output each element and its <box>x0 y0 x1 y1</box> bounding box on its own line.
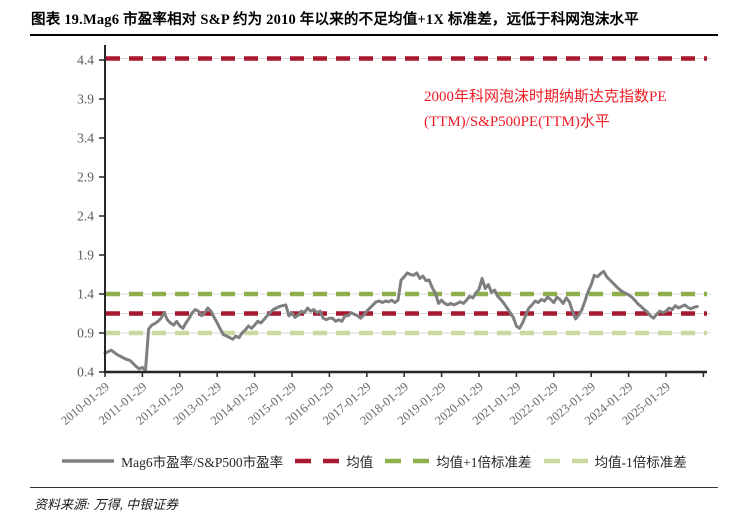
dotcom-annotation-line-2: (TTM)/S&P500PE(TTM)水平 <box>424 113 610 130</box>
legend-item-mean: 均值 <box>294 451 373 471</box>
line-chart: 0.40.91.41.92.42.93.43.94.42010-01-29201… <box>58 45 711 428</box>
y-tick-label: 2.4 <box>77 209 94 224</box>
legend-series-swatch <box>62 459 115 463</box>
source-note: 资料来源: 万得, 中银证券 <box>34 497 179 512</box>
dotcom-annotation-line-1: 2000年科网泡沫时期纳斯达克指数PE <box>424 88 667 105</box>
y-tick-label: 4.4 <box>77 53 94 68</box>
legend-minus1sd-label: 均值-1倍标准差 <box>594 455 687 470</box>
y-tick-label: 3.4 <box>77 131 94 146</box>
legend-item-mean-plus-1sd: 均值+1倍标准差 <box>384 451 532 471</box>
legend-series-label: Mag6市盈率/S&P500市盈率 <box>121 455 284 470</box>
legend-mean-label: 均值 <box>346 455 374 470</box>
legend-item-series: Mag6市盈率/S&P500市盈率 <box>61 451 283 471</box>
legend-mean-swatch <box>295 458 341 464</box>
source-divider <box>30 487 718 488</box>
y-tick-label: 2.9 <box>77 170 94 185</box>
legend-plus1sd-swatch <box>385 458 431 464</box>
chart-legend: Mag6市盈率/S&P500市盈率 均值 均值+1倍标准差 均值-1倍标准差 <box>0 451 748 471</box>
title-divider <box>30 34 718 36</box>
legend-plus1sd-label: 均值+1倍标准差 <box>436 455 532 470</box>
figure-title: 图表 19.Mag6 市盈率相对 S&P 约为 2010 年以来的不足均值+1X… <box>31 12 639 28</box>
y-tick-label: 1.4 <box>77 287 94 302</box>
y-tick-label: 3.9 <box>77 92 94 107</box>
legend-item-mean-minus-1sd: 均值-1倍标准差 <box>543 451 687 471</box>
y-tick-label: 0.4 <box>77 365 94 380</box>
series-line <box>103 269 699 372</box>
legend-minus1sd-swatch <box>543 458 589 464</box>
y-tick-label: 0.9 <box>77 326 94 341</box>
y-tick-label: 1.9 <box>77 248 94 263</box>
